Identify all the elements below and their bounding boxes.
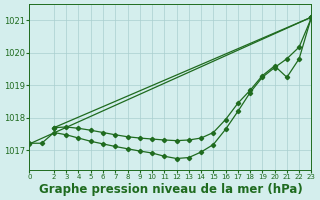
X-axis label: Graphe pression niveau de la mer (hPa): Graphe pression niveau de la mer (hPa) [38, 183, 302, 196]
